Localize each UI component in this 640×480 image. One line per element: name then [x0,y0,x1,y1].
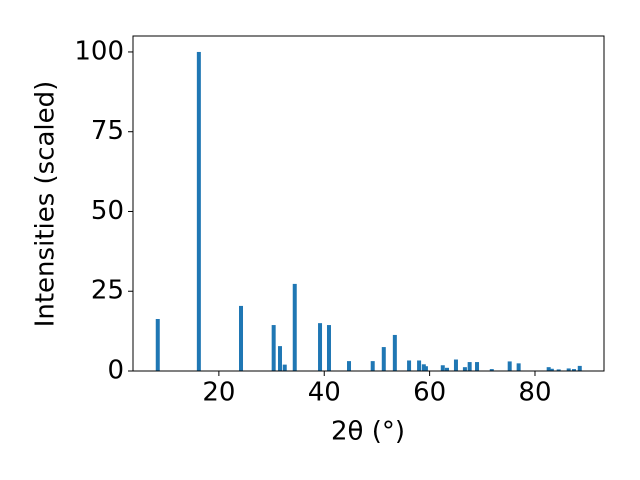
bar [392,334,397,371]
bar [277,346,282,371]
bar [489,369,494,371]
y-tick-label: 25 [91,276,124,306]
y-tick-label: 75 [91,116,124,146]
x-tick-label: 20 [202,378,235,408]
bar [292,283,297,371]
bar [475,362,480,371]
bar [423,366,428,371]
bar [417,360,422,371]
bar [549,368,554,371]
x-axis-label: 2θ (°) [331,417,405,447]
bar [467,362,472,371]
bar [421,364,426,371]
bar [271,325,276,371]
x-tick-label: 60 [413,378,446,408]
bar [282,364,287,371]
bar [546,367,551,371]
y-axis-label: Intensities (scaled) [31,81,61,328]
bar [445,367,449,371]
bar [462,367,467,371]
bar [507,361,512,371]
bar [566,368,571,371]
y-tick-label: 0 [107,356,124,386]
y-tick-label: 50 [91,196,124,226]
bar [571,369,576,371]
bar [239,305,244,371]
y-tick-label: 100 [74,36,124,66]
bar [381,347,386,371]
bar [453,359,458,371]
bar [196,51,201,371]
bar [155,318,160,371]
plot-frame [132,35,605,372]
bar [326,325,331,371]
x-tick-label: 80 [518,378,551,408]
bar [440,365,445,371]
bar [577,365,582,371]
bar [347,361,352,371]
bar [556,369,561,371]
x-tick-label: 40 [308,378,341,408]
bar [407,360,412,371]
bar [318,323,323,371]
bar [370,361,375,371]
bar [516,363,521,371]
